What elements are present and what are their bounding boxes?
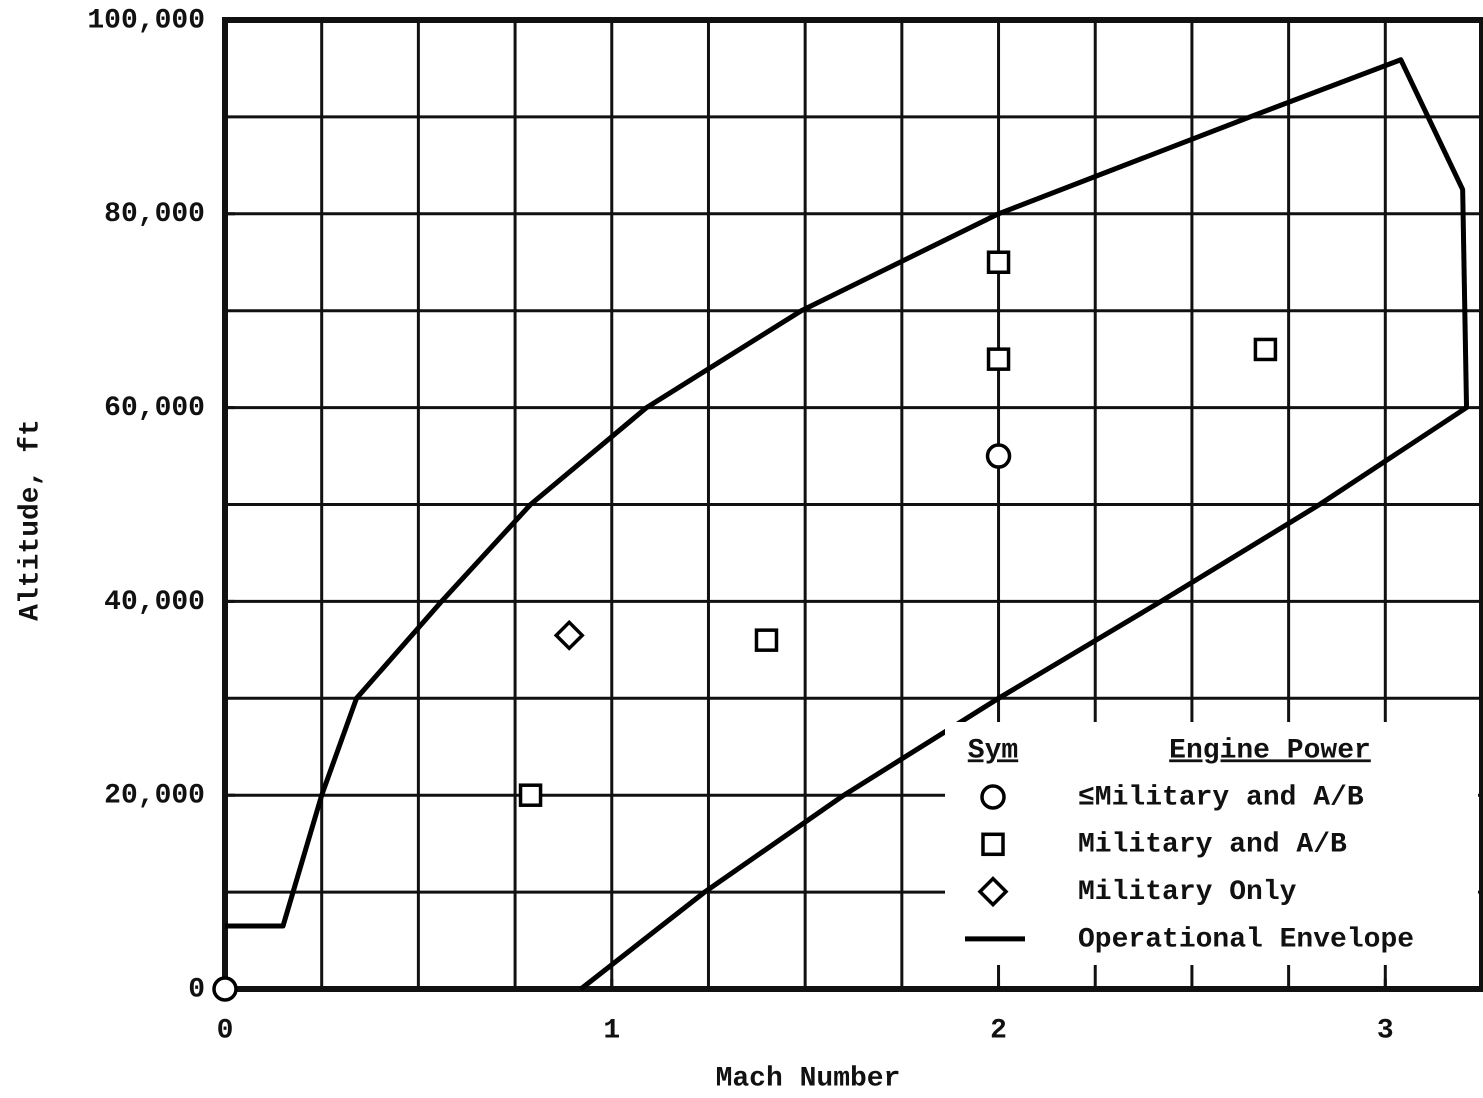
y-tick-label: 80,000	[104, 199, 205, 230]
square-marker	[981, 832, 1005, 857]
x-tick-label: 1	[603, 1015, 620, 1046]
legend-label: Military and A/B	[1078, 830, 1347, 861]
legend-box	[945, 722, 1478, 965]
diamond-marker	[977, 876, 1009, 908]
square-marker	[518, 783, 543, 807]
y-tick-label: 40,000	[104, 587, 205, 618]
legend-label: ≤Military and A/B	[1078, 782, 1364, 813]
circle-marker	[980, 784, 1006, 810]
y-axis-label: Altitude, ft	[15, 419, 46, 621]
y-tick-label: 60,000	[104, 393, 205, 424]
legend-label: Operational Envelope	[1078, 924, 1414, 955]
x-axis-label: Mach Number	[716, 1063, 901, 1094]
x-tick-label: 0	[217, 1015, 234, 1046]
envelope-line	[225, 57, 1470, 991]
y-tick-label: 0	[188, 974, 205, 1005]
square-marker	[754, 628, 779, 652]
legend-header: Engine Power	[1169, 735, 1371, 766]
plot-frame	[222, 17, 1483, 992]
square-marker	[986, 347, 1011, 371]
circle-marker	[985, 443, 1012, 469]
x-tick-label: 3	[1377, 1015, 1394, 1046]
y-tick-label: 100,000	[87, 5, 205, 36]
square-marker	[986, 250, 1011, 274]
legend-label: Military Only	[1078, 877, 1297, 908]
x-tick-label: 2	[990, 1015, 1007, 1046]
legend-header: Sym	[968, 735, 1018, 766]
square-marker	[1253, 337, 1278, 362]
y-tick-label: 20,000	[104, 781, 205, 812]
circle-marker	[212, 976, 238, 1002]
diamond-marker	[553, 619, 585, 651]
